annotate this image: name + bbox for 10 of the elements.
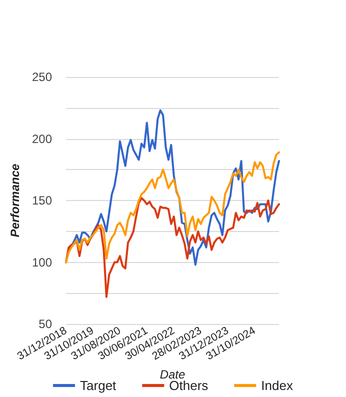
y-tick-label: 200 <box>32 132 52 146</box>
y-tick-label: 250 <box>32 70 52 84</box>
legend-label: Index <box>261 378 294 393</box>
line-series <box>65 151 280 264</box>
legend-label: Target <box>80 378 117 393</box>
y-tick-label: 50 <box>38 317 52 331</box>
line-series <box>65 197 280 298</box>
y-tick-label: 150 <box>32 194 52 208</box>
y-tick-label: 100 <box>32 255 52 270</box>
y-axis-title: Performance <box>8 163 22 238</box>
